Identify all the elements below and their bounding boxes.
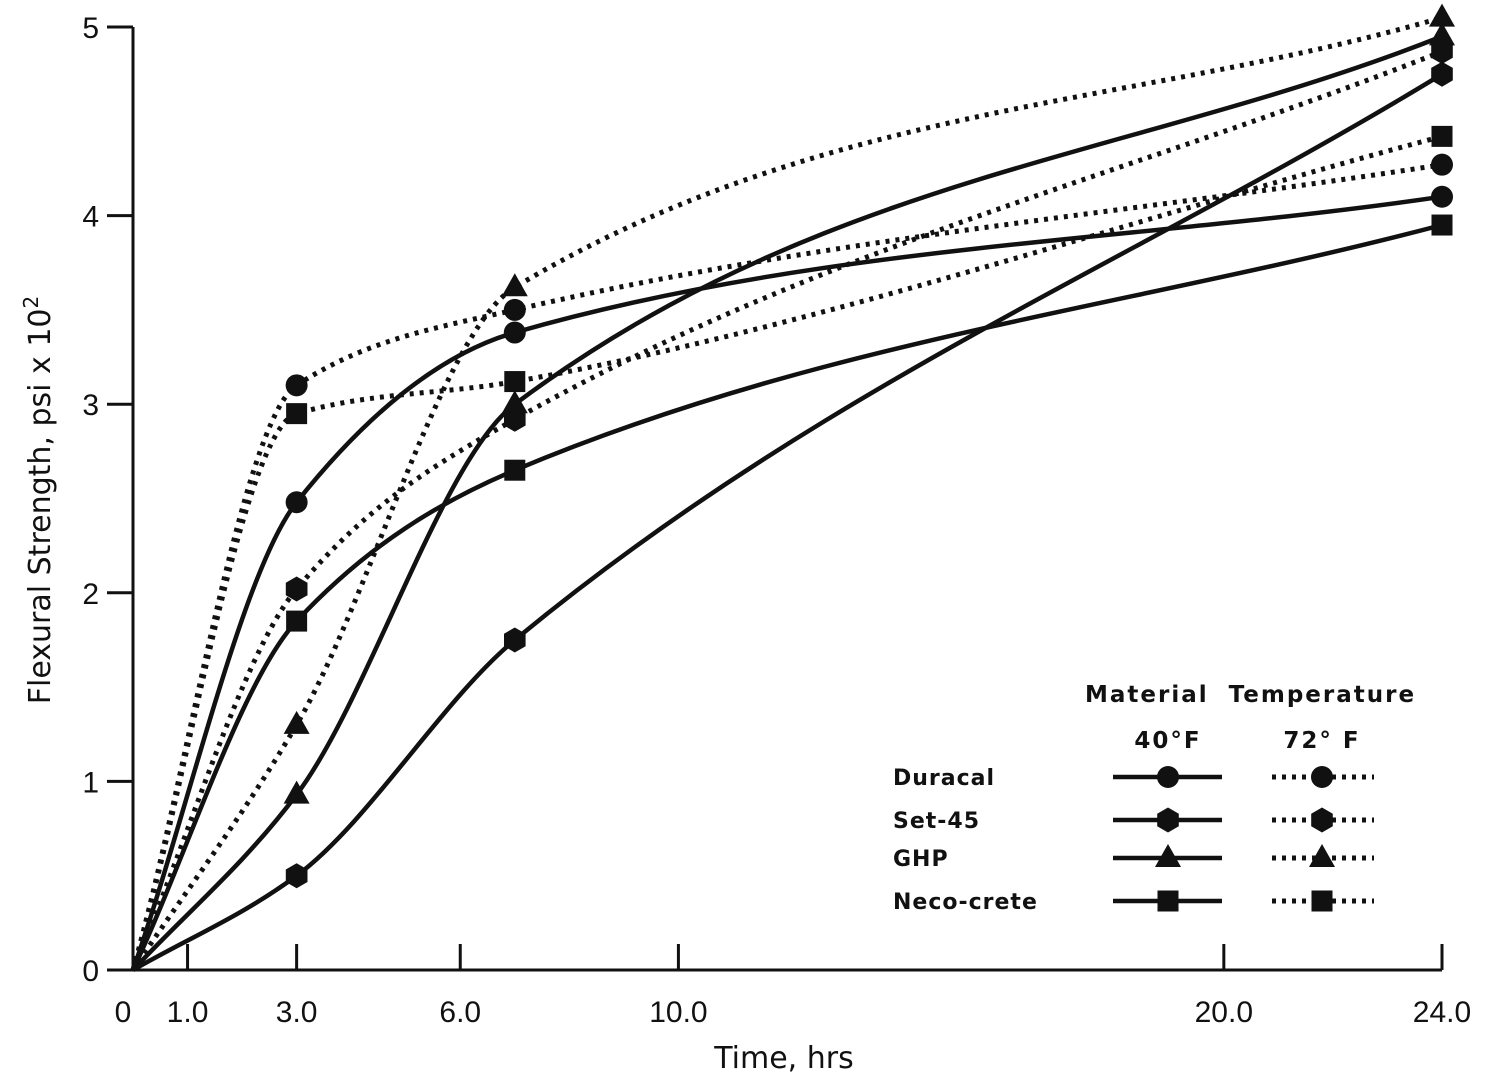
legend-header: Material Temperature [1085, 682, 1416, 708]
legend-marker [1157, 766, 1179, 788]
x-tick-label: 20.0 [1195, 996, 1253, 1029]
data-point-ghp-72f [501, 273, 528, 297]
marker-layer [283, 3, 1455, 889]
data-point-ghp-40f [501, 390, 528, 414]
data-point-ghp-40f [1429, 22, 1455, 46]
data-point-neco-crete-40f [1431, 214, 1453, 236]
data-point-duracal-72f [1431, 153, 1453, 176]
data-point-neco-crete-40f [286, 610, 308, 632]
legend: Material Temperature 40°F 72° F Duracal S… [893, 682, 1416, 915]
x-axis-title: Time, hrs [713, 1041, 853, 1076]
x-tick-label: 6.0 [439, 996, 481, 1029]
series-line-neco-crete-40f [130, 222, 1443, 971]
legend-label-duracal: Duracal [893, 766, 995, 791]
legend-rows: Duracal Set-45 GHP Neco-crete [893, 766, 1374, 915]
y-tick-label: 1 [82, 766, 99, 799]
data-point-neco-crete-40f [504, 459, 526, 481]
data-point-duracal-40f [503, 321, 526, 344]
y-tick-label: 4 [82, 201, 99, 234]
data-point-ghp-40f [283, 780, 310, 804]
data-point-duracal-40f [1431, 185, 1453, 208]
series-line-ghp-72f [130, 15, 1443, 972]
axes: 0 1.0 3.0 6.0 10.0 20.0 24.0 0 1 2 3 4 5 [82, 12, 1471, 1029]
data-point-ghp-72f [1429, 3, 1455, 27]
x-tick-label: 24.0 [1413, 996, 1471, 1029]
x-tick-label: 0 [115, 996, 132, 1029]
data-point-neco-crete-72f [286, 403, 308, 425]
data-point-set-45-40f [504, 627, 526, 653]
data-point-set-45-40f [1431, 61, 1453, 87]
x-tick-label: 3.0 [276, 996, 318, 1029]
legend-label-neco-crete: Neco-crete [893, 890, 1038, 915]
data-point-neco-crete-72f [1431, 125, 1453, 147]
y-tick-label: 0 [82, 955, 99, 988]
legend-col-40: 40°F [1134, 728, 1201, 754]
legend-label-set-45: Set-45 [893, 809, 980, 834]
y-tick-label: 5 [82, 12, 99, 45]
data-point-duracal-72f [503, 298, 526, 321]
series-line-set-45-40f [131, 72, 1444, 972]
series-line-neco-crete-72f [130, 133, 1443, 971]
legend-marker [1157, 807, 1179, 833]
y-axis-title: Flexural Strength, psi x 102 [19, 296, 58, 704]
x-tick-label: 10.0 [649, 996, 707, 1029]
legend-marker [1155, 844, 1181, 867]
legend-marker [1311, 890, 1333, 912]
data-point-neco-crete-72f [504, 371, 526, 393]
x-tick-label: 1.0 [167, 996, 209, 1029]
y-axis-title-superscript: 2 [19, 296, 43, 309]
data-point-duracal-40f [285, 491, 308, 514]
data-point-set-45-40f [285, 863, 308, 889]
series-line-ghp-40f [131, 34, 1443, 972]
series-layer [130, 15, 1444, 972]
data-point-ghp-72f [283, 710, 310, 734]
y-tick-label: 2 [82, 578, 99, 611]
series-line-duracal-40f [130, 194, 1443, 971]
legend-marker [1309, 844, 1335, 867]
legend-marker [1311, 766, 1333, 788]
data-point-duracal-72f [285, 374, 308, 397]
legend-col-72: 72° F [1283, 728, 1360, 754]
legend-marker [1311, 807, 1333, 833]
legend-marker [1157, 890, 1179, 912]
series-line-set-45-72f [130, 49, 1443, 971]
data-point-set-45-72f [285, 576, 308, 602]
y-axis-title-text: Flexural Strength, psi x 10 [23, 309, 58, 705]
y-tick-label: 3 [82, 389, 99, 422]
legend-label-ghp: GHP [893, 847, 949, 872]
